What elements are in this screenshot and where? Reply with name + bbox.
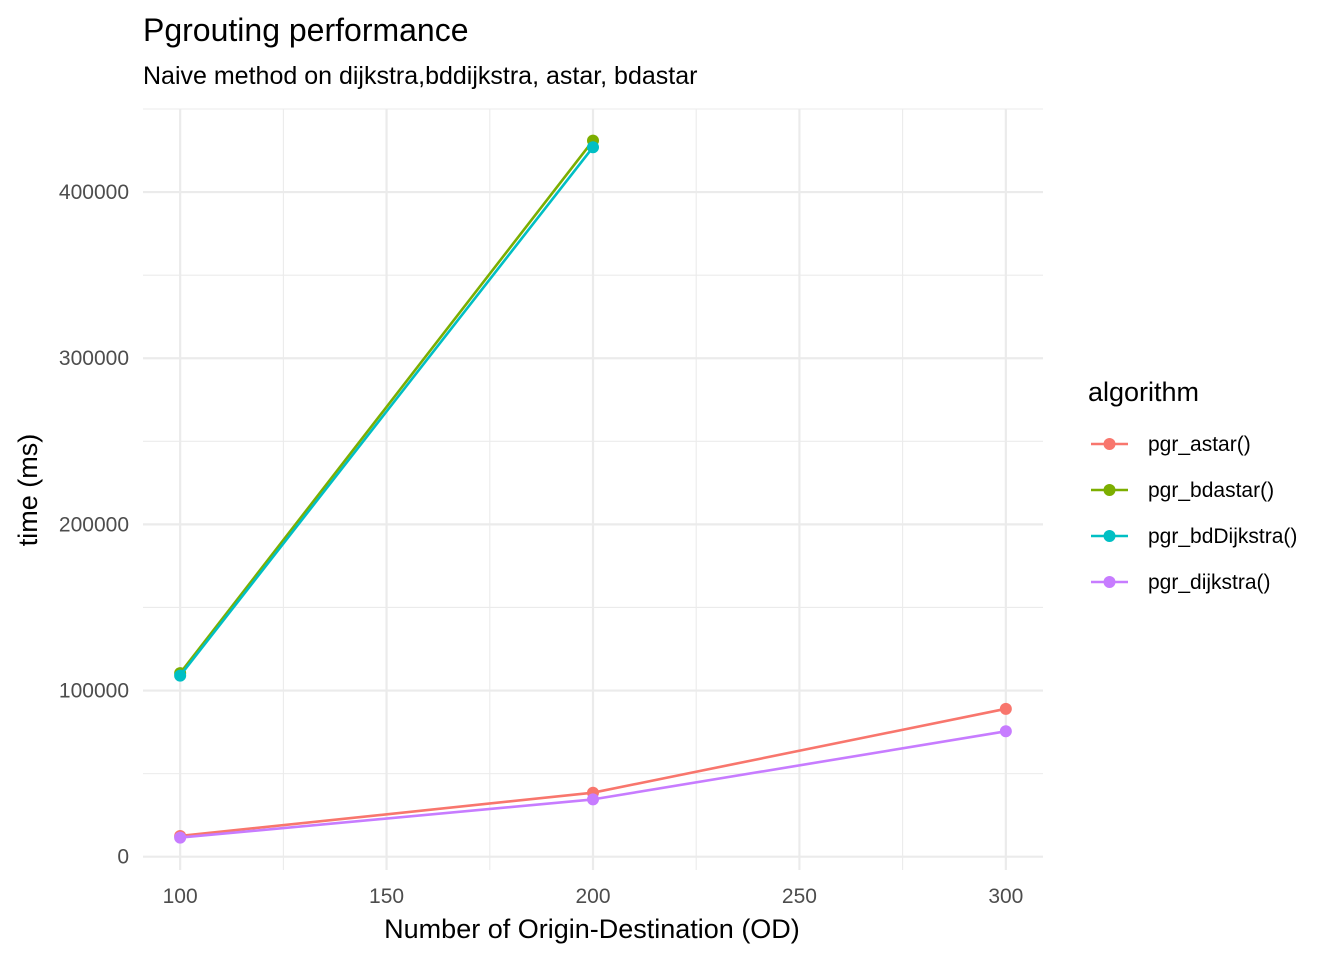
legend-key-point (1103, 530, 1116, 542)
data-point (174, 669, 187, 682)
y-tick-label: 0 (117, 846, 129, 869)
legend-key-point (1103, 484, 1116, 496)
data-point (587, 141, 599, 154)
series-group (174, 141, 599, 682)
series-group (174, 725, 1012, 844)
y-axis-title: time (ms) (13, 434, 43, 546)
y-tick-label: 300000 (59, 347, 129, 370)
y-tick-label: 200000 (59, 513, 129, 536)
data-point (587, 793, 599, 806)
legend-item: pgr_dijkstra() (1091, 571, 1271, 594)
legend-label: pgr_bdastar() (1148, 479, 1274, 502)
x-tick-label: 100 (163, 885, 198, 908)
chart-subtitle: Naive method on dijkstra,bddijkstra, ast… (143, 62, 697, 90)
legend-items: pgr_astar() pgr_bdastar() pgr_bdDijkstra()… (1091, 433, 1297, 594)
legend-label: pgr_dijkstra() (1148, 571, 1271, 594)
legend-item: pgr_astar() (1091, 433, 1251, 456)
legend-item: pgr_bdastar() (1091, 479, 1274, 502)
x-tick-label: 300 (988, 885, 1023, 908)
legend-key-point (1103, 576, 1116, 588)
legend-label: pgr_astar() (1148, 433, 1251, 456)
axis-ticks: 100 150 200 250 300 0 100000 200000 300000 400000 (59, 181, 1023, 908)
y-tick-label: 400000 (59, 181, 129, 204)
series-line (179, 139, 595, 674)
legend-title: algorithm (1088, 377, 1199, 407)
data-point (999, 725, 1012, 738)
x-tick-label: 150 (369, 885, 404, 908)
x-axis-title: Number of Origin-Destination (OD) (384, 914, 800, 944)
y-tick-label: 100000 (59, 680, 129, 703)
grid (143, 108, 1043, 870)
legend-item: pgr_bdDijkstra() (1091, 525, 1297, 548)
legend-key-point (1103, 438, 1116, 450)
legend-label: pgr_bdDijkstra() (1148, 525, 1297, 548)
data-point (999, 702, 1012, 715)
chart-title: Pgrouting performance (143, 12, 469, 48)
series-group (174, 134, 1012, 844)
x-tick-label: 250 (782, 885, 817, 908)
data-point (174, 831, 187, 844)
series-line (179, 146, 595, 677)
x-tick-label: 200 (575, 885, 610, 908)
legend: algorithm pgr_astar() pgr_bdastar() pgr_bd… (1088, 377, 1297, 594)
